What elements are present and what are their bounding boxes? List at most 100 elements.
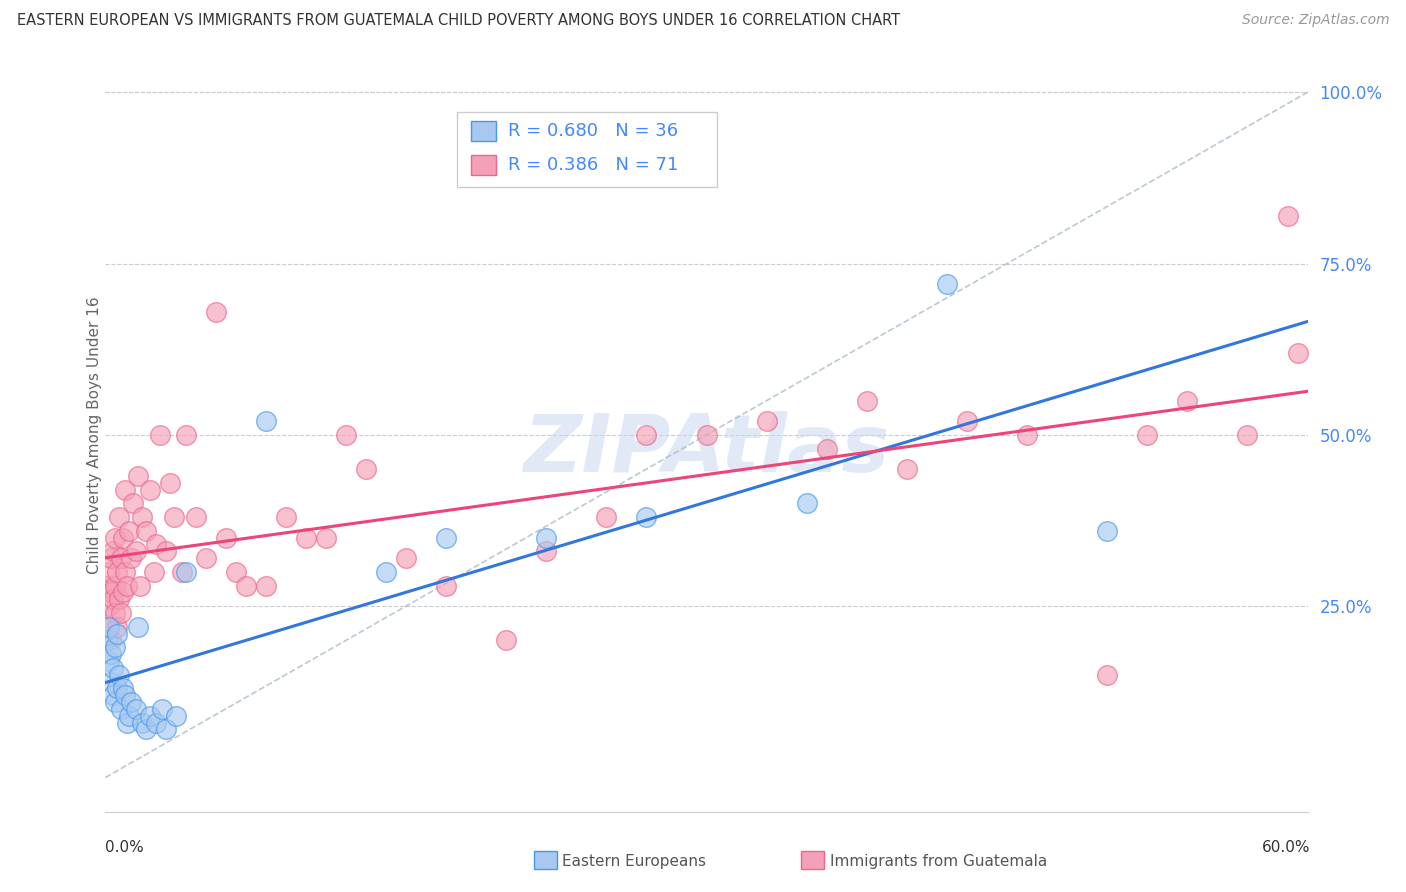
Point <box>104 578 127 592</box>
Point <box>815 442 838 456</box>
Point <box>104 695 127 709</box>
Point <box>98 654 121 668</box>
Point <box>107 565 129 579</box>
Point <box>108 510 131 524</box>
Point <box>374 565 398 579</box>
Point <box>174 565 197 579</box>
Point <box>162 510 184 524</box>
Point <box>104 640 127 655</box>
Point <box>295 531 318 545</box>
Point <box>936 277 959 291</box>
Point <box>135 723 157 737</box>
Point <box>96 633 118 648</box>
Point <box>104 606 127 620</box>
Point <box>103 592 125 607</box>
Point <box>114 565 136 579</box>
Y-axis label: Child Poverty Among Boys Under 16: Child Poverty Among Boys Under 16 <box>87 296 101 574</box>
Point <box>103 661 125 675</box>
Point <box>495 633 517 648</box>
Point <box>896 462 918 476</box>
Point <box>128 578 150 592</box>
Point <box>235 578 257 592</box>
Point <box>107 626 129 640</box>
Point <box>121 551 143 566</box>
Point <box>1286 345 1309 359</box>
Point <box>104 531 127 545</box>
Point <box>112 681 135 696</box>
Point <box>184 510 207 524</box>
Point <box>107 620 129 634</box>
Point <box>1097 667 1119 681</box>
Point <box>135 524 157 538</box>
Text: R = 0.680   N = 36: R = 0.680 N = 36 <box>508 122 678 140</box>
Point <box>108 592 131 607</box>
Point <box>100 551 122 566</box>
Point <box>100 647 122 661</box>
Point <box>155 544 177 558</box>
Point <box>434 531 457 545</box>
Point <box>96 620 118 634</box>
Text: 0.0%: 0.0% <box>105 840 145 855</box>
Point <box>138 708 160 723</box>
Point <box>315 531 337 545</box>
Text: R = 0.386   N = 71: R = 0.386 N = 71 <box>508 156 678 174</box>
Point <box>110 606 132 620</box>
Point <box>1236 427 1258 442</box>
Point <box>254 414 277 428</box>
Point <box>98 599 121 614</box>
Point <box>956 414 979 428</box>
Point <box>103 544 125 558</box>
Point <box>124 544 146 558</box>
Point <box>194 551 217 566</box>
Point <box>145 715 167 730</box>
Point <box>110 702 132 716</box>
Text: ZIPAtlas: ZIPAtlas <box>523 411 890 489</box>
Point <box>118 708 141 723</box>
Point <box>150 702 173 716</box>
Point <box>124 702 146 716</box>
Point <box>121 695 143 709</box>
Text: Immigrants from Guatemala: Immigrants from Guatemala <box>830 855 1047 869</box>
Point <box>142 565 165 579</box>
Point <box>1017 427 1039 442</box>
Point <box>117 578 139 592</box>
Text: 60.0%: 60.0% <box>1263 840 1310 855</box>
Point <box>145 537 167 551</box>
Point <box>335 427 357 442</box>
Point <box>122 496 145 510</box>
Point <box>534 544 557 558</box>
Point <box>127 620 149 634</box>
Point <box>114 688 136 702</box>
Point <box>225 565 247 579</box>
Point <box>100 674 122 689</box>
Point <box>118 524 141 538</box>
Text: Eastern Europeans: Eastern Europeans <box>562 855 706 869</box>
Point <box>1136 427 1159 442</box>
Point <box>755 414 778 428</box>
Point <box>1277 209 1299 223</box>
Point <box>103 688 125 702</box>
Point <box>131 715 153 730</box>
Point <box>138 483 160 497</box>
Point <box>98 620 121 634</box>
Point <box>170 565 193 579</box>
Point <box>174 427 197 442</box>
Point <box>595 510 617 524</box>
Text: Source: ZipAtlas.com: Source: ZipAtlas.com <box>1241 13 1389 28</box>
Point <box>534 531 557 545</box>
Point <box>127 469 149 483</box>
Point <box>96 578 118 592</box>
Point <box>131 510 153 524</box>
Point <box>636 510 658 524</box>
Point <box>100 585 122 599</box>
Point <box>159 475 181 490</box>
Point <box>434 578 457 592</box>
Point <box>1177 393 1199 408</box>
Point <box>395 551 418 566</box>
Point <box>855 393 877 408</box>
Point <box>100 633 122 648</box>
Point <box>117 715 139 730</box>
Text: EASTERN EUROPEAN VS IMMIGRANTS FROM GUATEMALA CHILD POVERTY AMONG BOYS UNDER 16 : EASTERN EUROPEAN VS IMMIGRANTS FROM GUAT… <box>17 13 900 29</box>
Point <box>107 681 129 696</box>
Point <box>1097 524 1119 538</box>
